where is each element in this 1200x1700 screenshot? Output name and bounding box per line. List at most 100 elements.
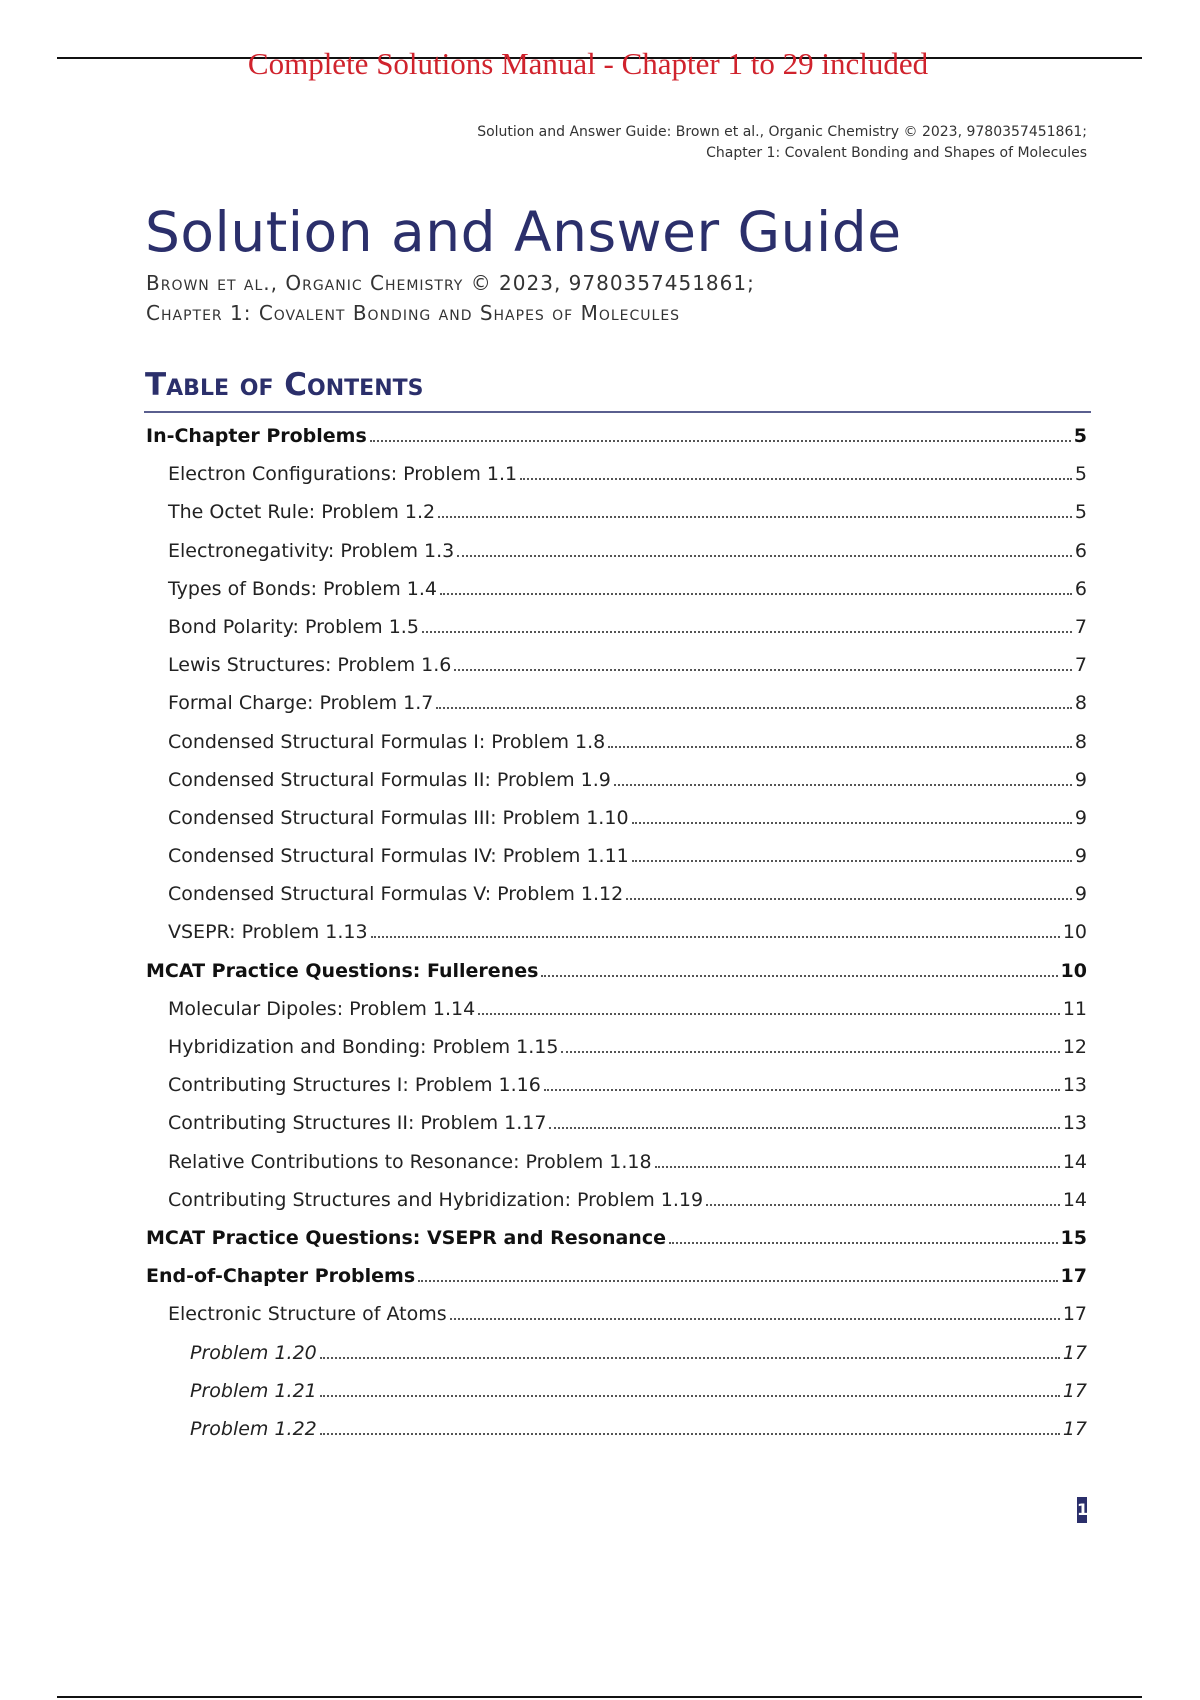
- toc-entry[interactable]: Contributing Structures II: Problem 1.17…: [146, 1112, 1087, 1150]
- subtitle-line1: Brown et al., Organic Chemistry © 2023, …: [146, 271, 755, 295]
- toc-entry-page: 15: [1060, 1226, 1087, 1249]
- subtitle-line2: Chapter 1: Covalent Bonding and Shapes o…: [146, 301, 681, 325]
- toc-entry-page: 10: [1062, 921, 1087, 944]
- toc-entry-label: Electronegativity: Problem 1.3: [168, 539, 455, 562]
- toc-entry-label: Condensed Structural Formulas IV: Proble…: [168, 845, 629, 868]
- toc-entry[interactable]: Relative Contributions to Resonance: Pro…: [146, 1151, 1087, 1189]
- toc-leader-dots: [631, 860, 1072, 863]
- toc-leader-dots: [520, 478, 1072, 481]
- toc-entry[interactable]: Problem 1.22 17: [146, 1418, 1087, 1456]
- toc-entry-page: 13: [1062, 1112, 1087, 1135]
- toc-entry-page: 10: [1060, 959, 1087, 982]
- toc-entry[interactable]: MCAT Practice Questions: Fullerenes 10: [146, 960, 1087, 998]
- bottom-rule: [57, 1696, 1142, 1698]
- toc-entry-label: End-of-Chapter Problems: [146, 1265, 416, 1288]
- toc-entry-page: 5: [1074, 501, 1087, 524]
- toc-entry[interactable]: Hybridization and Bonding: Problem 1.15 1…: [146, 1036, 1087, 1074]
- toc-entry-label: MCAT Practice Questions: Fullerenes: [146, 959, 539, 982]
- toc-entry[interactable]: Problem 1.21 17: [146, 1380, 1087, 1418]
- toc-leader-dots: [370, 936, 1060, 939]
- toc-entry-page: 8: [1074, 692, 1087, 715]
- running-header: Solution and Answer Guide: Brown et al.,…: [477, 122, 1087, 164]
- toc-entry-label: Electron Configurations: Problem 1.1: [168, 463, 518, 486]
- top-rule: [57, 57, 1142, 59]
- toc-entry[interactable]: In-Chapter Problems 5: [146, 425, 1087, 463]
- toc-leader-dots: [457, 554, 1072, 557]
- toc-entry-label: Condensed Structural Formulas III: Probl…: [168, 806, 629, 829]
- toc-leader-dots: [319, 1432, 1060, 1435]
- toc-entry[interactable]: Bond Polarity: Problem 1.5 7: [146, 616, 1087, 654]
- toc-entry[interactable]: End-of-Chapter Problems 17: [146, 1265, 1087, 1303]
- toc-leader-dots: [436, 707, 1072, 710]
- toc-entry-page: 17: [1062, 1341, 1087, 1364]
- toc-entry[interactable]: Lewis Structures: Problem 1.6 7: [146, 654, 1087, 692]
- toc-entry-label: Molecular Dipoles: Problem 1.14: [168, 997, 476, 1020]
- toc-entry[interactable]: Electron Configurations: Problem 1.1 5: [146, 463, 1087, 501]
- toc-entry-page: 6: [1074, 577, 1087, 600]
- toc-entry-label: Contributing Structures and Hybridizatio…: [168, 1188, 704, 1211]
- toc-entry[interactable]: MCAT Practice Questions: VSEPR and Reson…: [146, 1227, 1087, 1265]
- toc-leader-dots: [478, 1012, 1060, 1015]
- toc-entry[interactable]: Electronegativity: Problem 1.3 6: [146, 540, 1087, 578]
- toc-entry[interactable]: The Octet Rule: Problem 1.2 5: [146, 501, 1087, 539]
- toc-entry[interactable]: Condensed Structural Formulas II: Proble…: [146, 769, 1087, 807]
- toc-entry-label: Condensed Structural Formulas II: Proble…: [168, 768, 611, 791]
- toc-entry[interactable]: Contributing Structures and Hybridizatio…: [146, 1189, 1087, 1227]
- toc-entry-label: Condensed Structural Formulas V: Problem…: [168, 883, 624, 906]
- toc-entry-page: 17: [1062, 1379, 1087, 1402]
- toc-entry[interactable]: Condensed Structural Formulas IV: Proble…: [146, 845, 1087, 883]
- toc-entry[interactable]: Problem 1.20 17: [146, 1342, 1087, 1380]
- document-title: Solution and Answer Guide: [145, 200, 902, 264]
- toc-entry-page: 17: [1062, 1417, 1087, 1440]
- toc-entry-page: 9: [1074, 768, 1087, 791]
- running-header-line2: Chapter 1: Covalent Bonding and Shapes o…: [706, 145, 1087, 161]
- toc-entry-page: 13: [1062, 1074, 1087, 1097]
- toc-leader-dots: [608, 745, 1072, 748]
- toc-entry-label: Electronic Structure of Atoms: [168, 1303, 447, 1326]
- toc-entry[interactable]: Formal Charge: Problem 1.7 8: [146, 692, 1087, 730]
- toc-entry-label: Formal Charge: Problem 1.7: [168, 692, 434, 715]
- toc-entry[interactable]: Condensed Structural Formulas III: Probl…: [146, 807, 1087, 845]
- toc-entry[interactable]: Condensed Structural Formulas V: Problem…: [146, 883, 1087, 921]
- toc-entry-label: MCAT Practice Questions: VSEPR and Reson…: [146, 1226, 666, 1249]
- toc-entry[interactable]: VSEPR: Problem 1.13 10: [146, 921, 1087, 959]
- toc-entry-page: 12: [1062, 1036, 1087, 1058]
- toc-entry-page: 14: [1062, 1188, 1087, 1211]
- toc-entry[interactable]: Molecular Dipoles: Problem 1.14 11: [146, 998, 1087, 1036]
- running-header-line1: Solution and Answer Guide: Brown et al.,…: [477, 124, 1087, 140]
- toc-entry-page: 9: [1074, 845, 1087, 868]
- toc-entry-label: Hybridization and Bonding: Problem 1.15: [168, 1036, 559, 1058]
- toc-entry-label: Problem 1.20: [190, 1341, 317, 1364]
- toc-entry-page: 17: [1060, 1265, 1087, 1288]
- toc-leader-dots: [549, 1127, 1060, 1130]
- toc-leader-dots: [706, 1203, 1060, 1206]
- toc-entry[interactable]: Contributing Structures I: Problem 1.16 1…: [146, 1074, 1087, 1112]
- toc-entry-page: 5: [1073, 425, 1087, 447]
- toc-leader-dots: [543, 1089, 1060, 1092]
- toc-entry-page: 9: [1074, 883, 1087, 906]
- toc-leader-dots: [438, 516, 1072, 519]
- toc-entry-label: Contributing Structures I: Problem 1.16: [168, 1074, 541, 1097]
- toc-entry-label: Relative Contributions to Resonance: Pro…: [168, 1150, 652, 1173]
- toc-leader-dots: [369, 440, 1071, 442]
- toc-leader-dots: [654, 1165, 1060, 1168]
- toc-entry-label: Problem 1.22: [190, 1417, 317, 1440]
- toc-entry-page: 7: [1074, 654, 1087, 677]
- toc-leader-dots: [561, 1051, 1060, 1053]
- toc-entry-label: Condensed Structural Formulas I: Problem…: [168, 730, 606, 753]
- toc-entry-page: 8: [1074, 730, 1087, 753]
- toc-entry-label: Types of Bonds: Problem 1.4: [168, 577, 437, 600]
- toc-entry-page: 14: [1062, 1150, 1087, 1173]
- toc-entry[interactable]: Condensed Structural Formulas I: Problem…: [146, 731, 1087, 769]
- toc-leader-dots: [613, 783, 1072, 786]
- toc-leader-dots: [541, 974, 1058, 977]
- banner-text: Complete Solutions Manual - Chapter 1 to…: [247, 46, 929, 81]
- table-of-contents: In-Chapter Problems 5 Electron Configurati…: [146, 425, 1087, 1456]
- toc-leader-dots: [418, 1280, 1058, 1283]
- toc-leader-dots: [668, 1241, 1058, 1244]
- toc-entry[interactable]: Electronic Structure of Atoms 17: [146, 1303, 1087, 1341]
- toc-rule: [144, 411, 1091, 413]
- toc-heading: Table of Contents: [145, 367, 424, 403]
- toc-entry-page: 17: [1062, 1303, 1087, 1326]
- toc-entry[interactable]: Types of Bonds: Problem 1.4 6: [146, 578, 1087, 616]
